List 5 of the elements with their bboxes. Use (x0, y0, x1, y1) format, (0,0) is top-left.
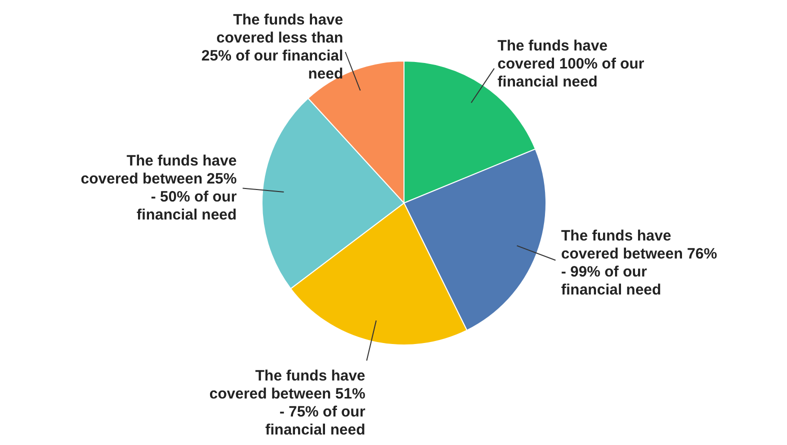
slice-label: The funds have covered between 76% - 99% of our financial need (561, 227, 718, 298)
slice-label: The funds have covered less than 25% of our financial need (201, 11, 344, 82)
slice-label: The funds have covered between 25% - 50% of our financial need (80, 152, 237, 224)
slice-label: The funds have covered 100% of our financial need (498, 37, 644, 90)
slice-label: The funds have covered between 51% - 75% of our financial need (209, 367, 366, 438)
